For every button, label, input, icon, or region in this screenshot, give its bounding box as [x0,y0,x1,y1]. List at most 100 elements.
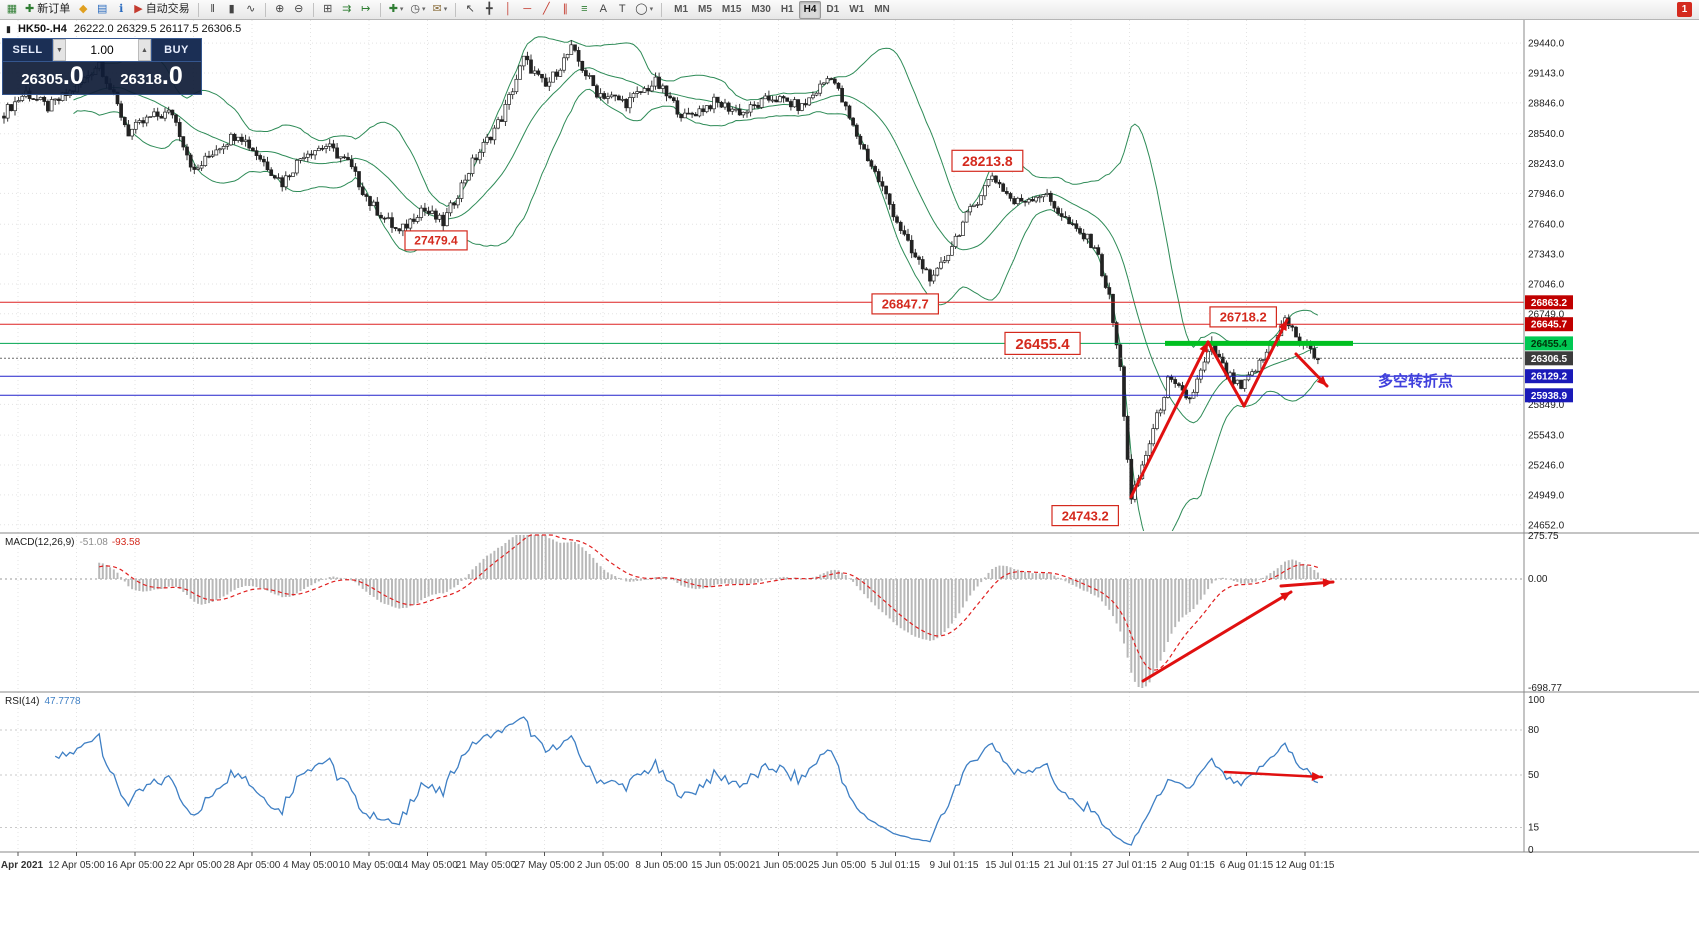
template-button[interactable]: ✉ ▾ [430,1,451,19]
timeframe-m5[interactable]: M5 [698,3,712,15]
shapes-button[interactable]: ◯ ▾ [632,1,656,19]
new-order-button[interactable]: ✚ 新订单 [22,1,73,19]
horizontal-lines[interactable] [0,301,1524,396]
macd-indicator-label: MACD(12,26,9) -51.08 -93.58 [5,537,140,548]
sell-price[interactable]: 26305 .0 [3,62,102,94]
sell-price-pips: .0 [62,62,84,90]
price-axis-tick: 27946.0 [1528,189,1565,200]
zoom-in-icon: ⊕ [275,3,285,15]
dropdown-arrow-icon[interactable]: ▾ [399,6,404,13]
horizontal-line-icon: ─ [523,3,532,15]
macd-main-value: -51.08 [79,537,108,548]
bar-chart-button[interactable]: ‖ [204,1,222,19]
price-callout-box[interactable] [1004,331,1081,355]
auto-scroll-button[interactable]: ⇉ [338,1,356,19]
volume-up-button[interactable]: ▲ [138,39,151,61]
zoom-in-button[interactable]: ⊕ [271,1,289,19]
price-callout-box[interactable] [1209,306,1278,328]
price-axis-tick: 26749.0 [1528,309,1565,320]
zoom-out-button[interactable]: ⊖ [290,1,308,19]
one-click-trading-panel: SELL ▼ 1.00 ▲ BUY 26305 .0 26318 .0 [2,38,202,95]
chart-shift-icon: ↦ [361,3,371,15]
bar-chart-icon: ‖ [210,3,215,15]
chart-canvas[interactable]: 27479.4 28213.8 26847.7 26718.2 26455.4 24743… [0,20,1699,945]
crosshair-button[interactable]: ╋ [480,1,498,19]
notification-badge[interactable]: 1 [1677,2,1692,17]
price-callout-text: 24743.2 [1062,508,1109,523]
volume-down-button[interactable]: ▼ [53,39,66,61]
data-window-button[interactable]: ℹ [112,1,130,19]
price-callout-box[interactable] [951,149,1024,172]
price-callout-text: 26455.4 [1015,336,1070,353]
timeframe-h1[interactable]: H1 [780,3,794,15]
volume-input[interactable]: 1.00 [90,43,114,57]
timeframe-mn[interactable]: MN [874,3,890,15]
rsi-axis-tick: 0 [1528,845,1534,856]
buy-price[interactable]: 26318 .0 [102,62,201,94]
time-axis-label: 2 Jun 05:00 [577,860,630,871]
time-axis-label: 16 Apr 05:00 [107,860,164,871]
chart-shift-button[interactable]: ↦ [357,1,375,19]
sell-price-main: 26305 [21,71,63,88]
buy-price-pips: .0 [161,62,183,90]
timeframe-m1[interactable]: M1 [674,3,689,15]
metaeditor-icon: ◆ [78,3,88,15]
fibonacci-button[interactable]: ≡ [575,1,593,19]
horizontal-line-button[interactable]: ─ [518,1,536,19]
price-axis-tick: 28846.0 [1528,98,1565,109]
new-order-button-label: 新订单 [37,3,71,15]
time-axis-label: 15 Jun 05:00 [691,860,749,871]
line-chart-button[interactable]: ∿ [242,1,260,19]
rsi-name: RSI(14) [5,696,40,707]
turning-point-label[interactable]: 多空转折点 [1378,372,1453,390]
sell-button[interactable]: SELL [3,39,53,61]
trend-arrows[interactable] [1129,318,1329,499]
channel-button[interactable]: ∥ [556,1,574,19]
vertical-line-button[interactable]: │ [499,1,517,19]
price-callout-box[interactable] [1051,505,1120,527]
timeframe-m30[interactable]: M30 [751,3,771,15]
buy-button[interactable]: BUY [151,39,201,61]
market-watch-button[interactable]: ▤ [93,1,111,19]
template-icon: ✉ [432,3,442,15]
candlestick-chart-icon: ▮ [228,3,235,15]
time-axis-label: 15 Jul 01:15 [985,860,1040,871]
price-callout-box[interactable] [871,293,940,315]
dropdown-arrow-icon[interactable]: ▾ [443,6,448,13]
autotrading-button[interactable]: ▶ 自动交易 [131,1,192,19]
macd-signal-value: -93.58 [111,537,141,548]
timeframe-h4[interactable]: H4 [798,0,822,19]
price-axis-tick: 28243.0 [1528,159,1565,170]
cursor-button[interactable]: ↖ [461,1,479,19]
panel-separators [0,532,1699,853]
tile-windows-button[interactable]: ⊞ [319,1,337,19]
zoom-out-icon: ⊖ [294,3,304,15]
indicators-button[interactable]: ✚ ▾ [386,1,407,19]
text-button[interactable]: A [594,1,612,19]
trendline-icon: ╱ [542,3,550,15]
label-button[interactable]: T [613,1,631,19]
dropdown-arrow-icon[interactable]: ▾ [422,6,426,13]
metaeditor-button[interactable]: ◆ [74,1,92,19]
cursor-icon: ↖ [465,3,475,15]
time-axis-label: 21 Jun 05:00 [750,860,808,871]
new-order-icon: ✚ [25,3,35,15]
time-axis-label: 28 Apr 05:00 [224,860,281,871]
trendline-button[interactable]: ╱ [537,1,555,19]
candlestick-chart-button[interactable]: ▮ [223,1,241,19]
trade-panel-prices: 26305 .0 26318 .0 [3,61,201,94]
macd-axis-tick: 275.75 [1528,531,1559,542]
timeframe-w1[interactable]: W1 [849,3,865,15]
dropdown-arrow-icon[interactable]: ▾ [649,6,654,13]
toolbar: ▦ ✚ 新订单 ◆ ▤ ℹ ▶ 自动交易 ‖ ▮ ∿ ⊕ ⊖ ⊞ ⇉ ↦ ✚ ▾ ◷ ▾ ✉ ▾ ↖ ╋ │ ─ ╱ ∥ ≡ A T ◯ ▾ M1… [0,0,1699,20]
timeframe-d1[interactable]: D1 [826,3,840,15]
timeframe-m15[interactable]: M15 [721,3,742,15]
price-callout-box[interactable] [404,230,468,251]
periods-button[interactable]: ◷ ▾ [407,1,428,19]
axis-price-box [1525,388,1573,403]
new-chart-button[interactable]: ▦ [3,1,21,19]
price-callouts[interactable]: 27479.4 28213.8 26847.7 26718.2 26455.4 24743… [404,149,1278,527]
price-callout-text: 27479.4 [414,234,458,248]
price-axis-tick: 27046.0 [1528,280,1565,291]
